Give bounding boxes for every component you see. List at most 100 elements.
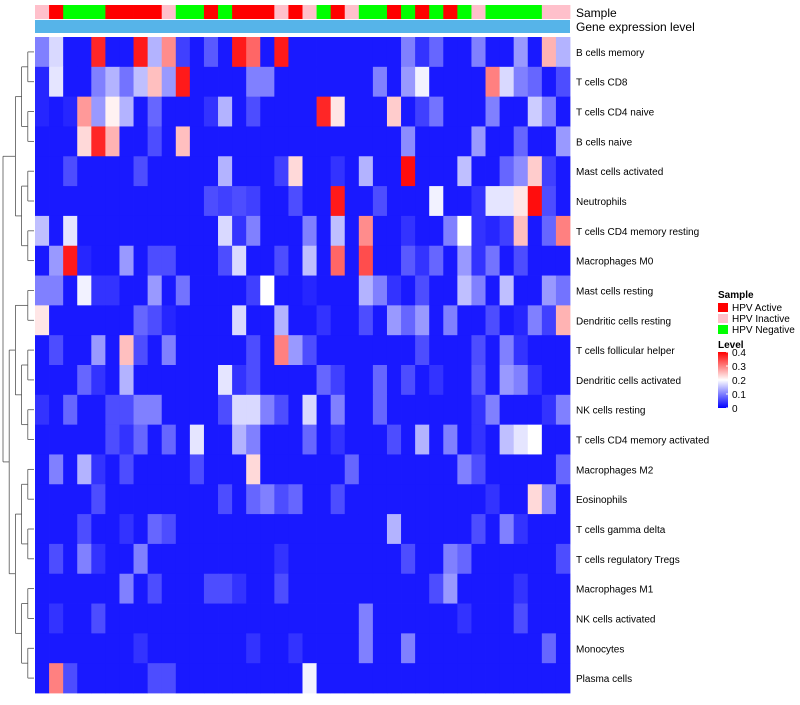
heatmap-cell xyxy=(147,573,163,604)
heatmap-cell xyxy=(457,156,472,187)
heatmap-cell xyxy=(246,37,261,68)
sample-annotation-cell xyxy=(386,5,402,19)
heatmap-cell xyxy=(203,394,219,426)
heatmap-cell xyxy=(189,156,205,187)
heatmap-cell xyxy=(91,573,106,604)
heatmap-cell xyxy=(49,365,64,396)
heatmap-cell xyxy=(401,215,416,247)
heatmap-cell xyxy=(555,156,571,187)
sample-annotation-label: Sample xyxy=(576,6,617,20)
heatmap-cell xyxy=(429,335,444,366)
heatmap-cell xyxy=(63,394,78,426)
heatmap-cell xyxy=(541,454,557,485)
heatmap-cell xyxy=(63,96,78,127)
heatmap-cell xyxy=(105,424,120,455)
heatmap-cell xyxy=(35,66,50,98)
heatmap-cell xyxy=(457,126,472,157)
heatmap-cell xyxy=(344,215,360,247)
heatmap-cell xyxy=(246,484,261,515)
heatmap-cell xyxy=(232,573,247,604)
heatmap-cell xyxy=(203,126,219,157)
heatmap-cell xyxy=(429,66,444,98)
heatmap-cell xyxy=(457,633,472,664)
heatmap-cell xyxy=(485,633,501,664)
heatmap-cell xyxy=(302,663,317,694)
heatmap-cell xyxy=(372,543,388,575)
heatmap-cell xyxy=(443,663,458,694)
heatmap-cell xyxy=(499,484,515,515)
row-label: T cells follicular helper xyxy=(576,346,675,357)
heatmap-cell xyxy=(260,454,275,485)
heatmap-cell xyxy=(189,514,205,545)
heatmap-cell xyxy=(302,573,317,604)
heatmap-cell xyxy=(246,543,261,575)
heatmap-cell xyxy=(147,275,163,306)
heatmap-cell xyxy=(288,663,303,694)
heatmap-cell xyxy=(35,335,50,366)
heatmap-cell xyxy=(91,365,106,396)
heatmap-cell xyxy=(358,305,374,336)
heatmap-cell xyxy=(302,543,317,575)
heatmap-cell xyxy=(161,424,177,455)
heatmap-cell xyxy=(105,215,120,247)
heatmap-cell xyxy=(429,37,444,68)
heatmap-cell xyxy=(302,394,317,426)
heatmap-cell xyxy=(316,394,332,426)
heatmap-cell xyxy=(77,37,92,68)
level-ticks: 0.4 0.3 0.2 0.1 0 xyxy=(726,348,746,415)
heatmap-cell xyxy=(429,633,444,664)
heatmap-cell xyxy=(175,603,191,634)
heatmap-cell xyxy=(246,275,261,306)
heatmap-cell xyxy=(260,603,275,634)
heatmap-cell xyxy=(457,454,472,485)
heatmap-cell xyxy=(541,37,557,68)
heatmap-cell xyxy=(457,484,472,515)
heatmap-cell xyxy=(218,275,233,306)
heatmap-cell xyxy=(274,424,289,455)
heatmap-cell xyxy=(189,573,205,604)
heatmap-cell xyxy=(77,603,92,634)
heatmap-cell xyxy=(274,275,289,306)
heatmap-cell xyxy=(175,394,191,426)
heatmap-cell xyxy=(161,335,177,366)
heatmap-cell xyxy=(429,215,444,247)
heatmap-cell xyxy=(429,245,444,276)
sample-annotation-cell xyxy=(302,5,317,19)
heatmap-cell xyxy=(415,66,430,98)
heatmap-cell xyxy=(499,305,515,336)
heatmap-cell xyxy=(443,394,458,426)
heatmap-cell xyxy=(330,245,346,276)
heatmap-cell xyxy=(35,96,50,127)
heatmap-cell xyxy=(316,126,332,157)
expression-annotation-cell xyxy=(35,20,570,33)
heatmap-cell xyxy=(527,424,543,455)
heatmap-cell xyxy=(260,514,275,545)
heatmap-cell xyxy=(246,245,261,276)
heatmap-cell xyxy=(35,156,50,187)
heatmap-cell xyxy=(246,573,261,604)
heatmap-cell xyxy=(372,245,388,276)
heatmap-cell xyxy=(513,126,529,157)
heatmap-cell xyxy=(541,186,557,217)
heatmap-cell xyxy=(77,394,92,426)
heatmap-cell xyxy=(344,335,360,366)
heatmap-cell xyxy=(513,365,529,396)
heatmap-cell xyxy=(386,573,402,604)
heatmap-cell xyxy=(133,126,149,157)
row-label: Dendritic cells resting xyxy=(576,316,671,327)
heatmap-cell xyxy=(527,37,543,68)
heatmap-cell xyxy=(499,215,515,247)
heatmap-cell xyxy=(429,543,444,575)
heatmap-cell xyxy=(485,484,501,515)
heatmap-cell xyxy=(91,66,106,98)
heatmap-cell xyxy=(147,245,163,276)
heatmap-cell xyxy=(401,335,416,366)
sample-annotation-cell xyxy=(218,5,233,19)
heatmap-cell xyxy=(147,96,163,127)
heatmap-cell xyxy=(274,126,289,157)
level-tick-label: 0.4 xyxy=(732,348,746,359)
heatmap-cell xyxy=(415,37,430,68)
heatmap-cell xyxy=(147,37,163,68)
heatmap-cell xyxy=(401,245,416,276)
heatmap-cell xyxy=(49,305,64,336)
